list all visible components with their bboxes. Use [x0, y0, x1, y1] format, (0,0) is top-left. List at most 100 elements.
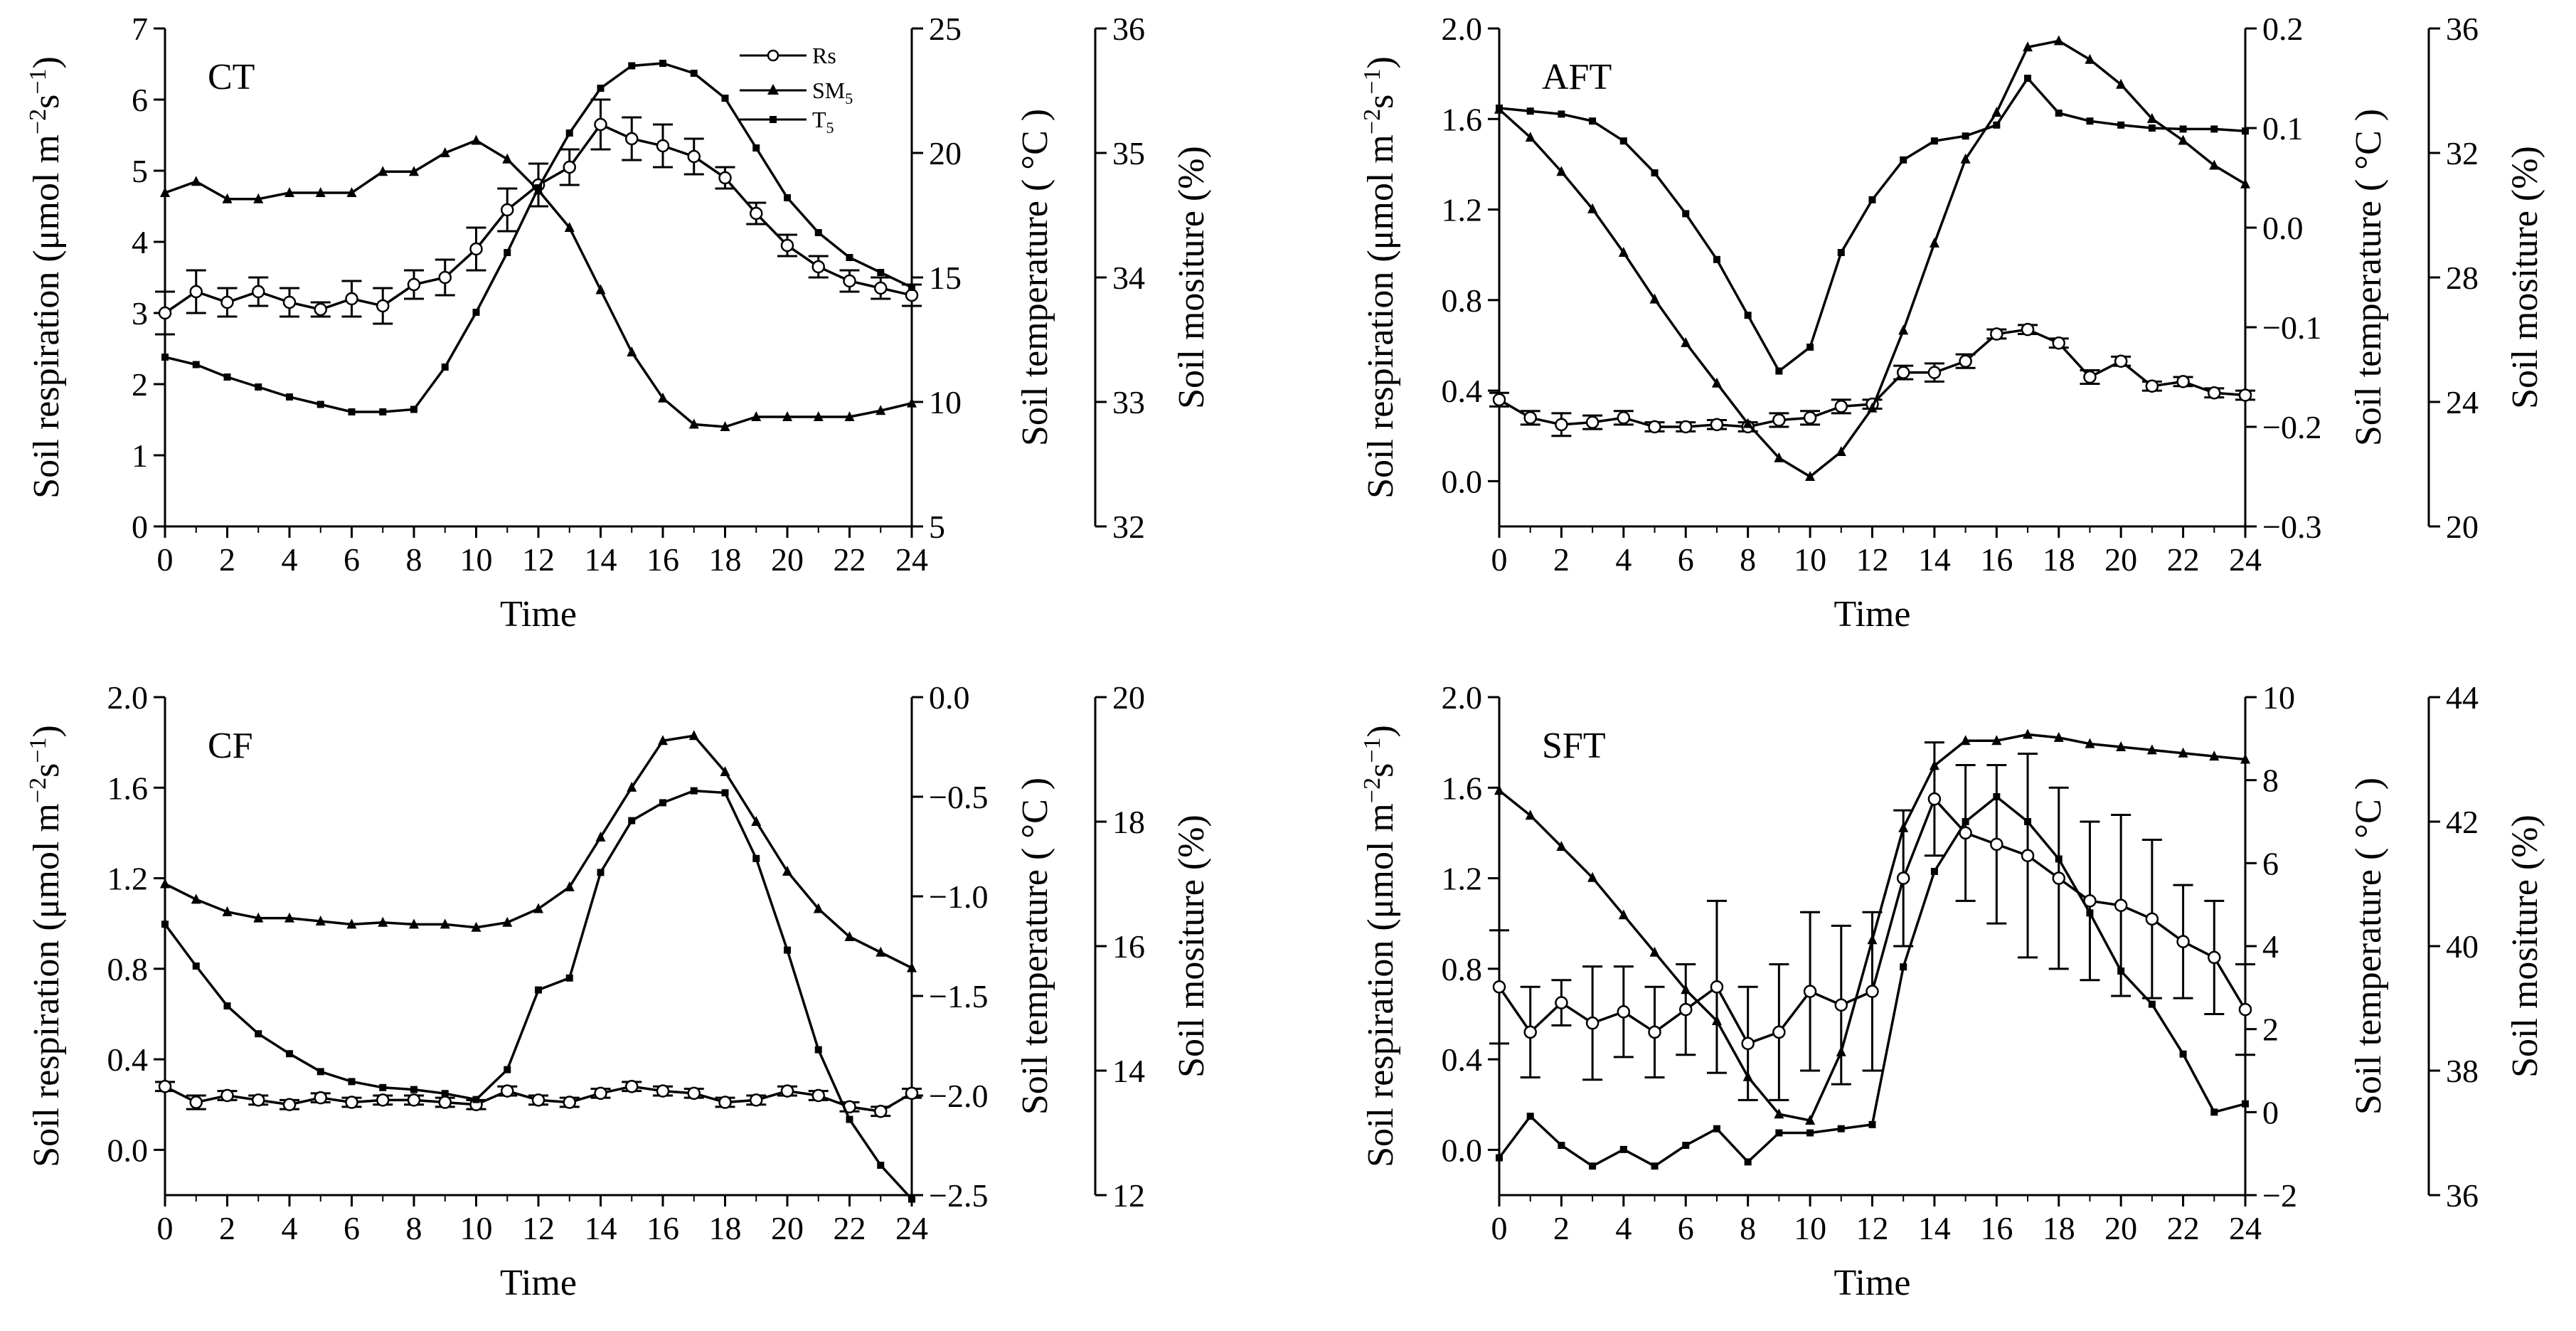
panel-aft-title: AFT	[1542, 57, 1612, 97]
panel-cf-series-t5-point	[814, 1046, 822, 1054]
panel-sft-series-t5-point	[1900, 963, 1907, 971]
panel-ct-x-tick-label: 16	[646, 541, 679, 578]
panel-ct-series-t5-point	[410, 405, 417, 413]
panel-sft-series-rs-point	[1803, 985, 1817, 998]
panel-ct-series-rs-point	[811, 260, 825, 274]
panel-ct-series-t5-point	[565, 129, 573, 137]
panel-aft-series-sm5-point	[2023, 41, 2033, 52]
panel-sft-y2-label: Soil temperature ( °C )	[2348, 778, 2389, 1115]
panel-aft-series-sm5-point	[2209, 159, 2220, 170]
panel-ct-x-tick-label: 10	[460, 541, 493, 578]
panel-cf-x-tick-label: 12	[522, 1210, 555, 1246]
panel-aft-series-t5-point	[1962, 132, 1969, 140]
panel-aft-series-sm5-point	[1681, 336, 1691, 347]
panel-ct-y2-label: Soil temperature ( °C )	[1015, 109, 1055, 446]
panel-aft-y-label-ylabel_close: )	[1361, 56, 1401, 68]
panel-cf-series-t5-point	[908, 1195, 915, 1203]
panel-ct-y3-tick-label: 33	[1112, 384, 1145, 420]
panel-aft-x-tick-label: 0	[1491, 541, 1508, 578]
panel-cf-series-sm5-point	[160, 878, 170, 889]
panel-aft-series-rs-point	[1990, 327, 2003, 341]
panel-aft-y-label-ylabel_exp1: −2	[1359, 109, 1385, 134]
panel-cf-y3-tick-label: 16	[1112, 928, 1145, 965]
legend-label-t-sub: 5	[826, 119, 834, 137]
panel-cf-series-sm5-point	[751, 816, 762, 826]
panel-aft-y-label-ylabel_exp2: −1	[1359, 68, 1385, 94]
panel-sft-x-tick-label: 24	[2229, 1210, 2262, 1246]
panel-sft-x-tick-label: 14	[1918, 1210, 1951, 1246]
panel-cf-series-sm5-point	[627, 781, 637, 792]
panel-aft-y2-tick-label: −0.1	[2262, 309, 2321, 346]
panel-aft-x-tick-label: 2	[1553, 541, 1570, 578]
panel-sft-series-t5-point	[2055, 855, 2063, 863]
panel-sft-series-sm5-point	[1525, 810, 1536, 820]
panel-sft-y-label: Soil respiration (μmol m−2s−1)	[1359, 725, 1401, 1167]
panel-cf-series-sm5-point	[346, 918, 357, 929]
panel-ct-series-sm5-point	[844, 411, 855, 421]
panel-cf-y2-tick-label: 0.0	[929, 679, 970, 716]
panel-ct-series-rs-point	[750, 206, 763, 221]
panel-aft-series-rs-point	[1679, 420, 1693, 434]
panel-cf-series-t5-point	[659, 799, 666, 807]
panel-aft-series-rs-point	[1648, 420, 1661, 434]
panel-aft-series-rs-point	[2052, 336, 2065, 350]
panel-ct-y2-tick-label: 5	[929, 509, 945, 545]
panel-aft-y-tick-label: 0.8	[1442, 282, 1483, 319]
panel-ct-series-rs-point	[594, 117, 607, 132]
panel-sft-series-rs-point	[1523, 1025, 1537, 1039]
panel-sft-series-rs-point	[1585, 1016, 1600, 1030]
panel-ct-series-sm5-point	[471, 134, 481, 145]
panel-sft-series-t5-point	[2210, 1108, 2218, 1116]
panel-sft-series-t5-point	[2179, 1050, 2187, 1058]
panel-ct-series-rs	[155, 98, 922, 336]
panel-cf-series-t5-point	[286, 1050, 293, 1058]
panel-sft-series-sm5-point	[1836, 1046, 1846, 1056]
panel-ct-series-rs-point	[158, 306, 172, 320]
panel-aft-series-t5-point	[2024, 75, 2032, 82]
panel-sft-series-t5-point	[1682, 1142, 1690, 1149]
panel-sft-y-label-ylabel_exp1: −2	[1359, 778, 1385, 803]
panel-aft-series-t5-point	[1713, 255, 1720, 263]
panel-aft-series-sm5-point	[1867, 402, 1878, 413]
panel-sft-y3-tick-label: 44	[2446, 679, 2479, 716]
panel-ct-y3-tick-label: 32	[1112, 509, 1145, 545]
panel-aft-x-tick-label: 6	[1678, 541, 1694, 578]
panel-ct-series-rs-point	[469, 242, 483, 256]
panel-aft-series-t5-point	[1589, 117, 1597, 125]
panel-ct-y-tick-label: 5	[132, 153, 148, 189]
panel-ct-series-t5-point	[877, 269, 885, 276]
panel-cf-series-t5-point	[690, 787, 698, 795]
panel-sft-series-sm5-point	[2116, 741, 2127, 751]
panel-cf-x-tick-label: 8	[406, 1210, 422, 1246]
panel-sft-series-sm5-point	[2209, 751, 2220, 761]
panel-ct-x-tick-label: 24	[895, 541, 928, 578]
panel-sft-series-t5-point	[1744, 1158, 1752, 1166]
panel-cf-x-tick-label: 2	[219, 1210, 235, 1246]
panel-cf-series-rs-point	[687, 1086, 701, 1101]
legend: Rs SM5 T5	[740, 43, 853, 137]
panel-sft-y2-tick-label: 0	[2262, 1094, 2279, 1130]
panel-ct-y-tick-label: 1	[132, 438, 148, 474]
panel-sft-series-t5-point	[1713, 1125, 1720, 1133]
panel-cf-series-sm5-point	[533, 903, 543, 913]
panel-ct-series-rs-point	[843, 274, 856, 288]
panel-sft-series-sm5-point	[1898, 822, 1909, 832]
panel-cf-y3-label: Soil mositure (%)	[1171, 815, 1212, 1078]
panel-ct-series-t5-point	[752, 144, 760, 152]
panel-cf-y-label-ylabel_exp1: −2	[25, 778, 51, 803]
panel-aft-series-t5-point	[2055, 110, 2063, 117]
panel-aft-x-tick-label: 18	[2043, 541, 2075, 578]
panel-sft-y-tick-label: 2.0	[1442, 679, 1483, 716]
panel-cf-x-tick-label: 24	[895, 1210, 928, 1246]
panel-cf-series-t5-point	[348, 1078, 356, 1086]
panel-cf-x-tick-label: 22	[834, 1210, 866, 1246]
legend-marker-t	[770, 116, 777, 123]
panel-sft-series-sm5-point	[2178, 747, 2188, 758]
panel-ct-series-t5-point	[441, 364, 449, 371]
panel-aft-series-rs-point	[1927, 366, 1942, 379]
panel-cf-series-rs-point	[531, 1093, 545, 1107]
panel-ct-y-tick-label: 2	[132, 366, 148, 403]
panel-cf-series-sm5-point	[813, 903, 824, 913]
panel-cf-series-sm5-point	[222, 906, 233, 916]
panel-cf-series-t5-point	[472, 1096, 480, 1103]
